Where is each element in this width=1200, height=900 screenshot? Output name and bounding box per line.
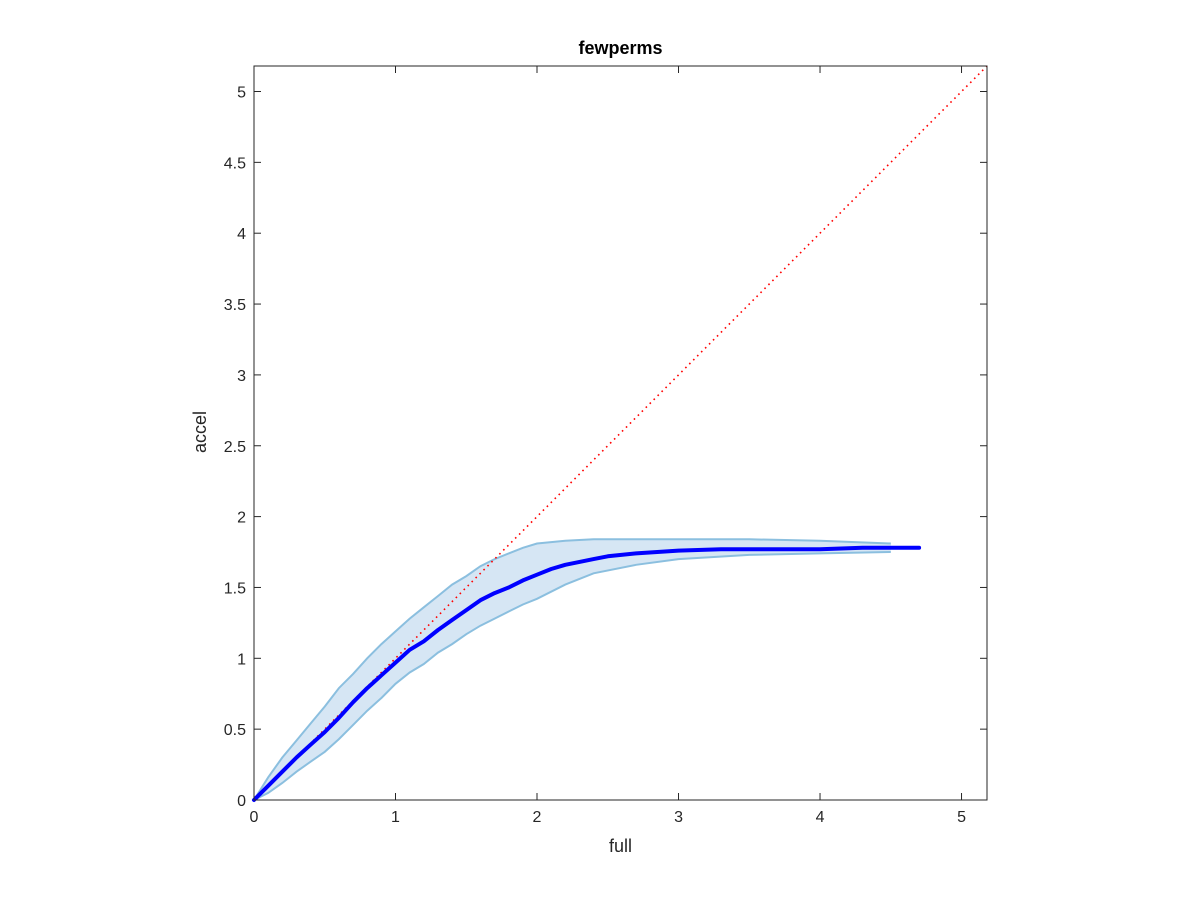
y-tick-label: 2	[237, 510, 246, 527]
confidence-band-layer	[253, 538, 891, 801]
y-tick-label: 2.5	[224, 439, 246, 456]
y-tick-label: 3	[237, 368, 246, 385]
y-tick-label: 4.5	[224, 155, 246, 172]
x-tick-label: 4	[816, 809, 825, 826]
x-tick-label: 1	[391, 809, 400, 826]
y-tick-label: 3.5	[224, 297, 246, 314]
chart-title: fewperms	[578, 38, 662, 58]
y-tick-label: 1.5	[224, 580, 246, 597]
y-tick-label: 1	[237, 651, 246, 668]
y-tick-label: 0	[237, 793, 246, 810]
y-tick-label: 5	[237, 85, 246, 102]
confidence-band-fill	[254, 539, 891, 800]
y-axis-ticks: 0 0.5 1 1.5 2 2.5 3 3.5 4 4.5 5	[224, 85, 987, 810]
x-tick-label: 3	[674, 809, 683, 826]
x-tick-label: 0	[250, 809, 259, 826]
y-tick-label: 0.5	[224, 722, 246, 739]
x-axis-label: full	[609, 836, 632, 856]
x-axis-ticks: 0 1 2 3 4 5	[250, 66, 966, 826]
x-tick-label: 5	[957, 809, 966, 826]
mean-line-layer	[252, 545, 922, 802]
band-lower-edge	[253, 551, 891, 801]
x-tick-label: 2	[533, 809, 542, 826]
y-tick-label: 4	[237, 226, 246, 243]
y-axis-label: accel	[190, 411, 210, 453]
band-upper-edge	[253, 538, 891, 801]
axes-box	[253, 65, 988, 801]
axes	[253, 65, 988, 801]
mean-line	[252, 545, 922, 802]
